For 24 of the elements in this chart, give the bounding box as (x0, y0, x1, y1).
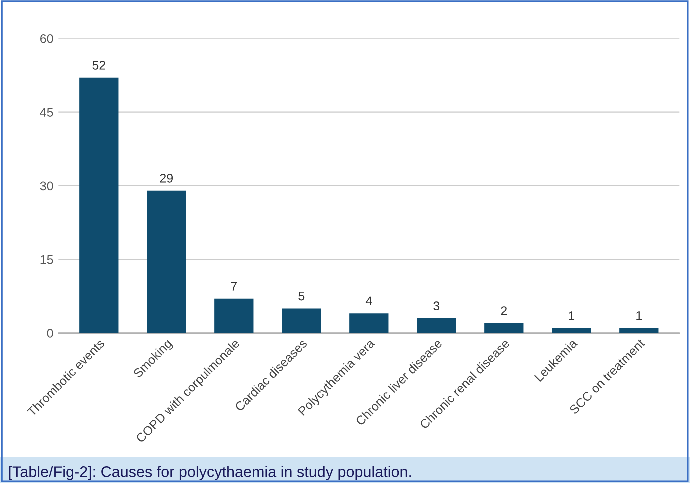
y-tick-label: 0 (47, 329, 54, 338)
bar (350, 314, 389, 334)
data-label: 1 (569, 312, 575, 320)
data-label: 1 (636, 312, 642, 320)
bar (80, 78, 119, 334)
y-tick-label: 45 (40, 108, 54, 117)
data-label: 29 (160, 174, 174, 183)
data-label: 7 (231, 282, 237, 291)
y-tick-label: 15 (40, 256, 54, 264)
bar (147, 190, 186, 334)
data-label: 2 (501, 306, 507, 316)
bar (282, 308, 322, 334)
y-tick-label: 60 (40, 34, 54, 44)
data-label: 3 (434, 302, 440, 311)
bar (552, 328, 592, 334)
data-label: 5 (298, 292, 305, 301)
bar (484, 323, 524, 334)
bar (620, 328, 659, 334)
bar (417, 318, 456, 334)
y-tick-label: 30 (40, 182, 54, 191)
data-label: 52 (92, 61, 106, 70)
data-label: 4 (366, 296, 372, 306)
text: [Table/Fig-2]: Causes for polycythaemia in study population. (9, 466, 412, 480)
bar (214, 298, 254, 334)
